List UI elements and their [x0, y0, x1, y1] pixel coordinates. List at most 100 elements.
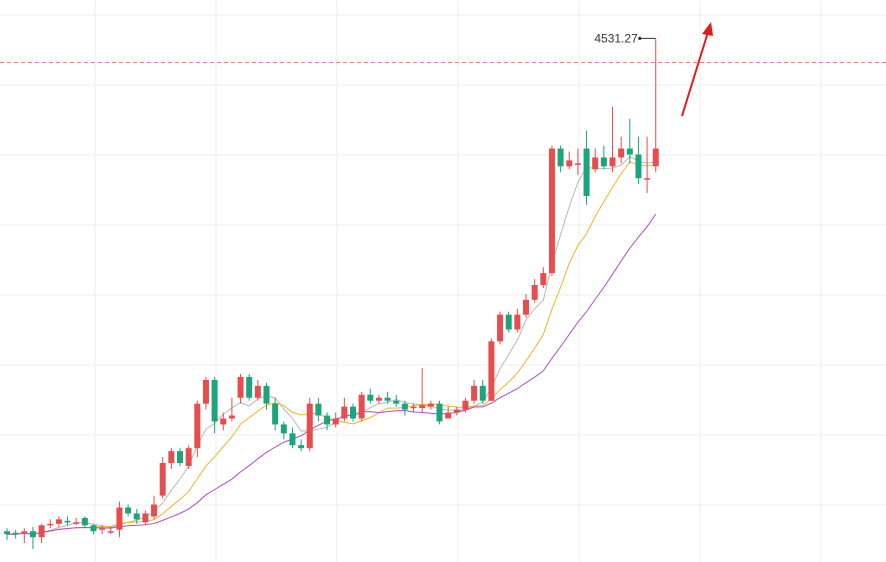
candle — [125, 504, 132, 517]
candle — [358, 391, 365, 422]
candle-body — [202, 379, 209, 404]
candle-body — [38, 525, 45, 538]
candle-body — [324, 415, 331, 425]
candle — [471, 379, 478, 404]
candle-body — [462, 400, 469, 410]
candle — [211, 376, 218, 434]
candle — [151, 495, 158, 520]
candle — [4, 528, 10, 541]
candle — [453, 406, 460, 416]
candle-body — [64, 520, 71, 523]
candle — [12, 529, 19, 539]
candle — [574, 148, 581, 176]
candle-body — [280, 424, 287, 434]
candles — [4, 38, 659, 550]
candle — [401, 400, 408, 416]
candle-body — [246, 376, 253, 398]
candle-body — [358, 394, 365, 419]
candle — [419, 368, 426, 413]
candle-body — [306, 403, 313, 449]
candle — [73, 517, 80, 526]
candle-body — [168, 451, 175, 463]
candle-body — [29, 531, 36, 538]
candle — [367, 388, 374, 404]
candle — [393, 394, 400, 407]
candle-body — [436, 403, 443, 422]
candle-body — [427, 403, 434, 407]
candle — [557, 145, 564, 173]
candle — [194, 400, 201, 458]
candle — [315, 397, 322, 422]
candle — [289, 427, 296, 449]
candle — [488, 338, 495, 401]
candle-body — [384, 397, 391, 401]
candle-body — [99, 528, 106, 530]
candle-body — [445, 412, 452, 419]
candle — [600, 145, 607, 170]
candle — [505, 311, 512, 333]
candle-body — [177, 451, 183, 463]
candle — [185, 445, 192, 469]
candle — [427, 400, 434, 410]
candle — [133, 508, 140, 524]
candle — [159, 457, 166, 499]
candle-body — [488, 341, 495, 401]
candle-body — [471, 385, 478, 401]
candle — [116, 501, 123, 538]
candle — [583, 130, 590, 205]
candle-body — [393, 400, 400, 404]
candle — [566, 151, 573, 170]
candle-body — [81, 517, 88, 526]
candle — [142, 510, 149, 526]
candle — [350, 403, 356, 422]
candle-body — [21, 531, 28, 534]
candle — [263, 382, 270, 410]
candle — [228, 397, 235, 422]
price-annotation-label: 4531.27 — [594, 31, 638, 45]
candle-body — [540, 273, 547, 285]
candle — [462, 397, 469, 413]
candle-body — [47, 523, 54, 526]
candle-body — [505, 314, 512, 330]
candle — [644, 136, 651, 194]
candle — [21, 528, 28, 544]
trend-arrow — [681, 22, 713, 117]
candle — [177, 448, 183, 466]
candle — [592, 148, 599, 173]
candle — [626, 118, 633, 164]
candle-body — [73, 522, 80, 524]
candle — [341, 397, 348, 422]
candle-body — [453, 409, 460, 413]
candle — [652, 38, 659, 173]
candle-body — [401, 403, 408, 410]
candle-body — [350, 406, 356, 419]
candle-body — [514, 314, 521, 330]
candle-body — [618, 148, 625, 158]
candle — [29, 526, 36, 550]
candle — [246, 374, 253, 401]
candle — [306, 397, 313, 452]
candle-body — [12, 532, 19, 535]
candle — [445, 406, 452, 419]
candle-body — [220, 418, 227, 425]
candle-body — [151, 504, 158, 517]
ma-fast-line — [7, 156, 656, 535]
candle-body — [159, 463, 166, 496]
candle-body — [341, 406, 348, 419]
candle — [410, 403, 417, 413]
candle — [99, 525, 106, 535]
candle — [548, 145, 555, 277]
candle-body — [375, 397, 382, 401]
trend-arrow-head — [702, 22, 713, 36]
candle-body — [272, 403, 279, 425]
candle-body — [583, 148, 590, 196]
candle — [375, 394, 382, 404]
candle — [47, 519, 54, 529]
candle-body — [592, 157, 599, 170]
candle-body — [254, 385, 261, 398]
candle — [272, 397, 279, 431]
candle-body — [497, 314, 504, 342]
candle — [280, 421, 287, 440]
